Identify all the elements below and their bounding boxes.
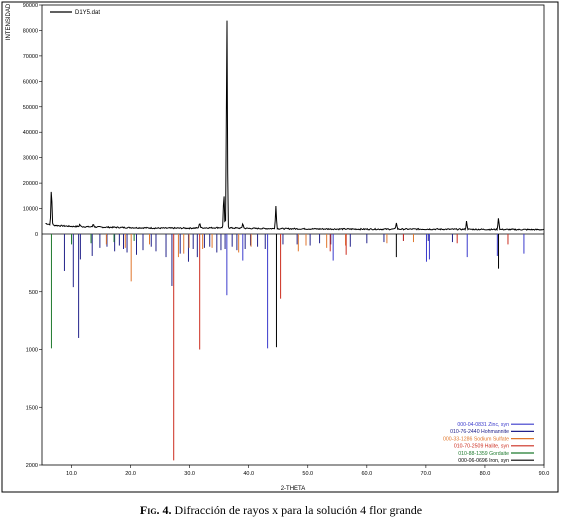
y-tick-label: 60000: [23, 79, 38, 85]
x-tick-label: 90.0: [539, 471, 550, 477]
x-tick-label: 20.0: [125, 471, 136, 477]
outer-frame: [1, 1, 559, 493]
legend-label: 010-76-2440 Hohmannite: [450, 429, 509, 435]
caption-text: Difracción de rayos x para la solución 4…: [171, 503, 423, 517]
x-tick-label: 30.0: [184, 471, 195, 477]
plot-frame: [41, 4, 545, 466]
x-tick-label: 50.0: [302, 471, 313, 477]
x-axis-label: 2-THETA: [281, 486, 306, 492]
y-tick-label: 10000: [23, 207, 38, 213]
y-tick-label: 50000: [23, 105, 38, 111]
y-tick-label: 80000: [23, 28, 38, 34]
y-tick-label: 20000: [23, 181, 38, 187]
y-tick-label: 0: [35, 232, 38, 238]
legend-label: 000-06-0696 Iron, syn: [458, 458, 509, 464]
x-tick-label: 80.0: [480, 471, 491, 477]
y-tick-label: 40000: [23, 130, 38, 136]
legend-label: 000-33-1286 Sodium Sulfate: [443, 436, 509, 442]
legend-label: D1Y5.dat: [75, 10, 100, 16]
y-tick-label: 70000: [23, 54, 38, 60]
y-tick-label: 2000: [26, 463, 38, 469]
x-tick-label: 60.0: [361, 471, 372, 477]
y-tick-label: 30000: [23, 156, 38, 162]
y-axis-label: INTENSIDAD: [6, 3, 12, 40]
x-tick-label: 10.0: [66, 471, 77, 477]
y-tick-label: 1500: [26, 405, 38, 411]
y-tick-label: 90000: [23, 3, 38, 9]
legend-label: 000-04-0831 Zinc, syn: [457, 422, 509, 428]
x-tick-label: 40.0: [243, 471, 254, 477]
y-tick-label: 1000: [26, 348, 38, 354]
figure-caption: Fig. 4. Difracción de rayos x para la so…: [0, 503, 562, 518]
pattern-line-d1y5-dat: [45, 20, 545, 232]
x-tick-label: 70.0: [421, 471, 432, 477]
y-tick-label: 500: [29, 290, 38, 296]
legend-label: 010-88-1359 Gordaite: [458, 451, 509, 457]
legend-label: 010-70-2509 Halite, syn: [454, 444, 509, 450]
xrd-figure: INTENSIDAD 2-THETA 10.0 20.0 30.0 40.0 50.0 6…: [1, 1, 559, 493]
figure-label: Fig. 4.: [139, 503, 172, 517]
